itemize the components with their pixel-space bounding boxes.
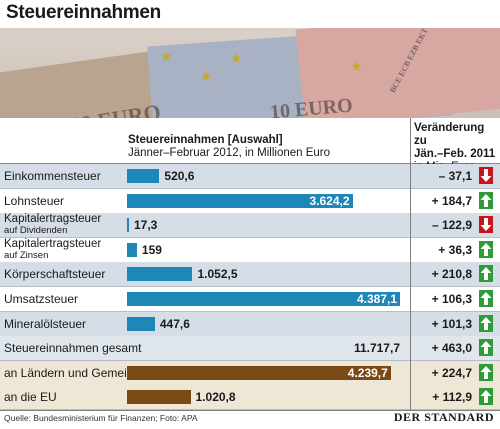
table-row: Mineralölsteuer 447,6 + 101,3 (0, 311, 500, 337)
table-row: Einkommensteuer 520,6 – 37,1 (0, 164, 500, 189)
arrow-up-icon (479, 240, 493, 258)
change-value: + 101,3 (431, 316, 472, 331)
arrow-down-icon (479, 216, 493, 234)
change-value: + 112,9 (432, 390, 472, 405)
arrow-up-icon (479, 314, 493, 332)
bar-value-label: 520,6 (164, 169, 195, 183)
row-label-sub: auf Dividenden (4, 225, 68, 237)
column-divider (410, 118, 411, 410)
bar-value-label: 1.052,5 (197, 267, 238, 282)
table-row: Kapitalertragsteuer auf Dividenden 17,3 – 1… (0, 213, 500, 239)
bar-value-label: 11.717,7 (353, 341, 400, 356)
change-value: + 210,8 (431, 267, 472, 282)
star-icon: ★ (230, 50, 243, 66)
row-label: an Ländern und Gemeinden (4, 365, 154, 380)
bar-value-label: 4.239,7 (347, 365, 388, 380)
bar (127, 267, 193, 282)
publisher-logo: DER STANDARD (393, 410, 494, 424)
source-note: Quelle: Bundesministerium für Finanzen; … (4, 413, 198, 423)
change-value: + 224,7 (431, 365, 472, 380)
arrow-up-icon (479, 290, 493, 307)
change-value: – 37,1 (438, 169, 472, 183)
row-label-sub: auf Zinsen (4, 249, 49, 261)
bar-value-label: 1.020,8 (195, 390, 236, 405)
column-header-title: Steuereinnahmen [Auswahl] (128, 134, 283, 146)
arrow-up-icon (479, 191, 493, 209)
bottom-rule (0, 410, 500, 411)
table-row: Steuereinnahmen gesamt 11.717,7 + 463,0 (0, 336, 500, 362)
bar (127, 218, 129, 233)
table-row: Umsatzsteuer 4.387,1 + 106,3 (0, 287, 500, 312)
star-icon: ★ (350, 58, 363, 74)
row-label: Umsatzsteuer (4, 292, 79, 306)
change-value: + 184,7 (431, 193, 472, 208)
row-label: an die EU (4, 390, 57, 405)
bar (127, 390, 191, 405)
row-label-main: Kapitalertragsteuer (4, 213, 102, 226)
bar (127, 242, 137, 257)
table-row: Kapitalertragsteuer auf Zinsen 159 + 36,3 (0, 238, 500, 263)
row-label: Kapitalertragsteuer auf Dividenden (4, 213, 102, 237)
column-header-subtitle: Jänner–Februar 2012, in Millionen Euro (128, 147, 331, 159)
row-label: Körperschaftsteuer (4, 267, 106, 282)
change-header-line2: Jän.–Feb. 2011 (414, 148, 496, 160)
table-row: an die EU 1.020,8 + 112,9 (0, 385, 500, 411)
arrow-down-icon (479, 167, 493, 184)
row-label: Mineralölsteuer (4, 316, 87, 331)
change-header-line1: Veränderung zu (414, 122, 485, 147)
bar (127, 169, 160, 183)
bar-value-label: 159 (141, 242, 162, 257)
row-label: Lohnsteuer (4, 193, 65, 208)
row-label: Einkommensteuer (4, 169, 101, 183)
page-title: Steuereinnahmen (6, 2, 161, 23)
arrow-up-icon (479, 388, 493, 406)
star-icon: ★ (200, 68, 213, 84)
bar (127, 365, 391, 380)
change-value: + 463,0 (431, 341, 472, 356)
row-label: Kapitalertragsteuer auf Zinsen (4, 237, 102, 261)
bar-value-label: 4.387,1 (356, 292, 397, 306)
bar-value-label: 447,6 (159, 316, 190, 331)
arrow-up-icon (479, 363, 493, 381)
bar (127, 316, 155, 331)
change-value: + 106,3 (431, 292, 472, 306)
arrow-up-icon (479, 339, 493, 357)
euro-banknotes-photo: 50 EURO 10 EURO BCE ECB EZB EKT EKP ★ ★ … (0, 28, 500, 118)
row-label-main: Kapitalertragsteuer (4, 237, 102, 250)
bar (127, 193, 353, 208)
column-header-amount: Steuereinnahmen [Auswahl] Jänner–Februar… (128, 134, 330, 160)
table-row: Lohnsteuer 3.624,2 + 184,7 (0, 189, 500, 214)
change-value: + 36,3 (438, 242, 472, 257)
arrow-up-icon (479, 265, 493, 283)
bar (127, 292, 400, 306)
row-label: Steuereinnahmen gesamt (4, 341, 142, 356)
change-value: – 122,9 (431, 218, 472, 233)
table-row: Körperschaftsteuer 1.052,5 + 210,8 (0, 262, 500, 288)
table-header: Steuereinnahmen [Auswahl] Jänner–Februar… (0, 118, 500, 173)
bar-value-label: 3.624,2 (309, 193, 350, 208)
bar-value-label: 17,3 (134, 218, 158, 233)
star-icon: ★ (160, 48, 173, 64)
table-row: an Ländern und Gemeinden 4.239,7 + 224,7 (0, 360, 500, 386)
